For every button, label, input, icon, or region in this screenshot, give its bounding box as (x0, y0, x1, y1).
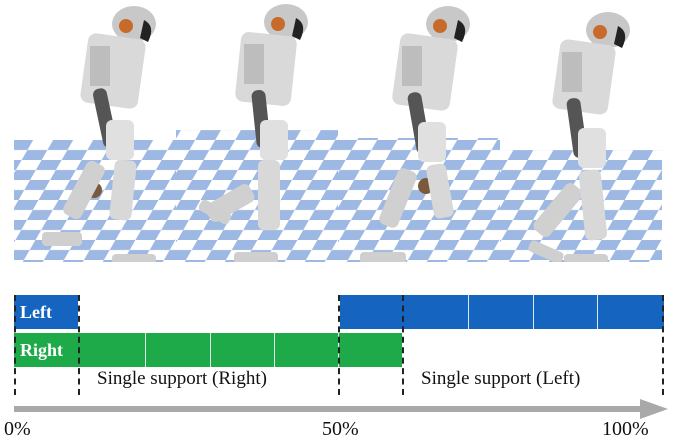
phase-boundary-100 (662, 295, 664, 395)
phase-boundary-double-right (78, 295, 80, 395)
segment-divider (533, 295, 534, 329)
right-label: Right (20, 340, 64, 360)
right-stance-bar (14, 333, 402, 367)
single-support-right-label: Single support (Right) (97, 368, 267, 389)
left-stance-bar-end (340, 295, 664, 329)
robot-frame-4 (500, 0, 662, 262)
phase-boundary-0 (14, 295, 16, 395)
segment-divider (597, 295, 598, 329)
segment-divider (210, 333, 211, 367)
robot-walking-image-4 (500, 0, 662, 262)
axis-label-0: 0% (4, 418, 31, 440)
robot-walking-image-3 (338, 0, 500, 262)
axis-label-100: 100% (602, 418, 649, 440)
robot-frame-3 (338, 0, 500, 262)
gait-cycle-axis-arrow (14, 399, 668, 419)
single-support-left-label: Single support (Left) (421, 368, 581, 389)
left-label: Left (20, 302, 52, 322)
robot-walking-image-1 (14, 0, 176, 262)
phase-boundary-50 (338, 295, 340, 395)
segment-divider (468, 295, 469, 329)
segment-divider (274, 333, 275, 367)
segment-divider (145, 333, 146, 367)
robot-walking-image-2 (176, 0, 338, 262)
robot-frame-1 (14, 0, 176, 262)
robot-frame-2 (176, 0, 338, 262)
axis-label-50: 50% (322, 418, 359, 440)
left-stance-bar-start (14, 295, 78, 329)
phase-boundary-double-left (402, 295, 404, 395)
